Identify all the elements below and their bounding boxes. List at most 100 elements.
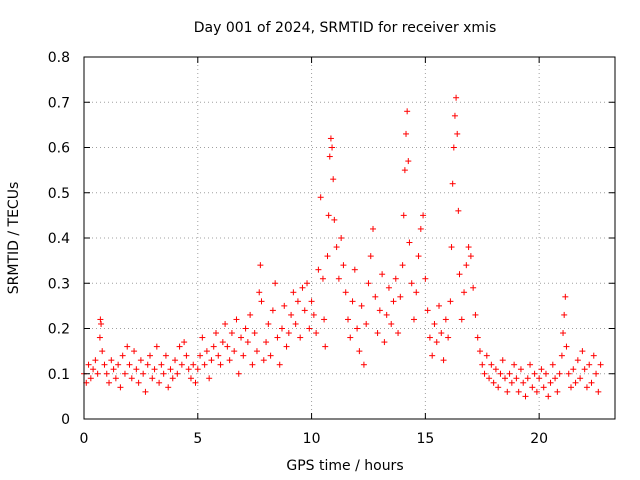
data-point	[272, 280, 279, 287]
data-point	[224, 343, 231, 350]
y-axis-label: SRMTID / TECUs	[6, 182, 22, 295]
data-point	[301, 307, 308, 314]
data-point	[406, 239, 413, 246]
data-point	[529, 384, 536, 391]
data-point	[556, 370, 563, 377]
data-point	[144, 361, 151, 368]
y-tick-label: 0.1	[48, 367, 70, 383]
data-point	[133, 366, 140, 373]
data-point	[449, 180, 456, 187]
data-point	[349, 298, 356, 305]
data-point	[331, 216, 338, 223]
data-point	[467, 253, 474, 260]
data-point	[479, 361, 486, 368]
data-point	[488, 361, 495, 368]
data-point	[178, 361, 185, 368]
data-point	[520, 379, 527, 386]
data-point	[329, 144, 336, 151]
data-point	[244, 339, 251, 346]
data-point	[333, 244, 340, 251]
data-point	[570, 366, 577, 373]
data-point	[285, 330, 292, 337]
data-point	[324, 253, 331, 260]
data-point	[338, 235, 345, 241]
data-point	[217, 361, 224, 368]
data-point	[322, 343, 329, 350]
data-point	[574, 357, 581, 364]
data-point	[431, 320, 438, 327]
data-point	[310, 311, 317, 318]
data-point	[185, 366, 192, 373]
data-point	[290, 289, 297, 296]
data-point	[94, 370, 101, 377]
data-point	[422, 275, 429, 282]
data-point	[344, 316, 351, 323]
data-point	[356, 348, 363, 355]
data-point	[98, 320, 105, 327]
data-point	[374, 330, 381, 337]
data-point	[499, 357, 506, 364]
data-point	[454, 130, 461, 137]
data-point	[181, 339, 188, 346]
data-point	[370, 225, 377, 232]
data-point	[108, 357, 115, 364]
data-point	[455, 207, 462, 214]
y-tick-label: 0.6	[48, 141, 70, 157]
data-point	[436, 302, 443, 309]
data-point	[420, 212, 427, 219]
data-point	[413, 289, 420, 296]
data-point	[595, 388, 602, 395]
data-point	[117, 384, 124, 391]
data-point	[335, 275, 342, 282]
chart-title: Day 001 of 2024, SRMTID for receiver xmi…	[194, 20, 497, 36]
data-point	[347, 334, 354, 341]
data-point	[415, 253, 422, 260]
data-point	[176, 343, 183, 350]
data-point	[137, 357, 144, 364]
data-point	[476, 348, 483, 355]
data-point	[87, 375, 94, 382]
data-point	[142, 388, 149, 395]
data-point	[536, 375, 543, 382]
data-point	[472, 311, 479, 318]
data-point	[527, 361, 534, 368]
data-point	[247, 311, 254, 318]
x-tick-label: 0	[80, 431, 89, 447]
data-point	[490, 379, 497, 386]
data-point	[106, 379, 113, 386]
data-point	[395, 330, 402, 337]
data-point	[101, 361, 108, 368]
data-point	[408, 280, 415, 287]
data-point	[497, 370, 504, 377]
data-point	[365, 280, 372, 287]
data-point	[135, 379, 142, 386]
data-point	[128, 375, 135, 382]
data-point	[588, 379, 595, 386]
data-point	[508, 379, 515, 386]
data-point	[552, 375, 559, 382]
data-point	[560, 330, 567, 337]
data-point	[222, 320, 229, 327]
data-point	[590, 352, 597, 359]
data-point	[593, 370, 600, 377]
data-point	[474, 334, 481, 341]
data-point	[554, 388, 561, 395]
data-point	[392, 275, 399, 282]
data-point	[256, 289, 263, 296]
data-point	[383, 311, 390, 318]
data-point	[492, 366, 499, 373]
data-point	[192, 379, 199, 386]
data-point	[399, 262, 406, 269]
data-point	[531, 370, 538, 377]
data-point	[545, 393, 552, 400]
data-point	[440, 357, 447, 364]
data-point	[249, 361, 256, 368]
data-point	[453, 94, 460, 101]
data-point	[194, 366, 201, 373]
x-axis-label: GPS time / hours	[286, 458, 403, 474]
data-point	[397, 293, 404, 300]
data-point	[121, 370, 128, 377]
data-point	[267, 352, 274, 359]
data-point	[269, 307, 276, 314]
data-point	[325, 212, 332, 219]
